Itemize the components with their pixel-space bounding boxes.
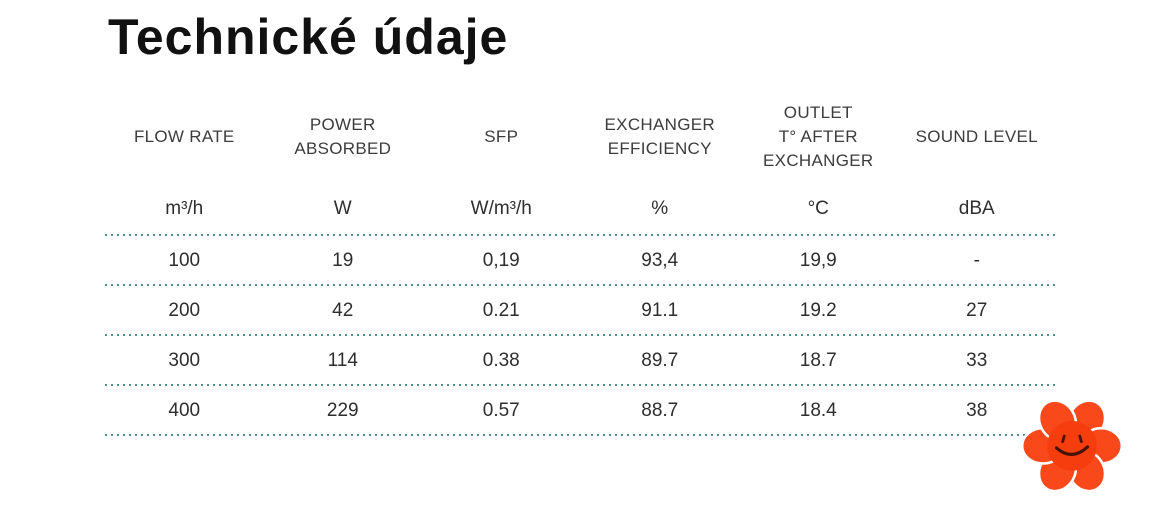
- table-cell: 200: [168, 300, 201, 321]
- table-cell: 18.4: [799, 400, 837, 421]
- unit-sound-level: dBA: [958, 198, 995, 219]
- table-cell: 88.7: [641, 400, 679, 421]
- table-cell: 0.21: [482, 300, 520, 321]
- table-cell: 114: [327, 350, 358, 371]
- column-header-sfp: SFP: [484, 127, 519, 147]
- unit-outlet-temperature: °C: [807, 198, 829, 219]
- table-cell: 19: [332, 250, 354, 271]
- table-row: 400 229 0.57 88.7 18.4 38: [105, 386, 1056, 436]
- table-cell: 19.2: [799, 300, 837, 321]
- table-row: 200 42 0.21 91.1 19.2 27: [105, 286, 1056, 336]
- column-header-flow-rate: FLOW RATE: [133, 127, 235, 147]
- unit-flow-rate: m³/h: [165, 198, 204, 219]
- page-title: Technické údaje: [108, 9, 509, 65]
- table-row: 100 19 0,19 93,4 19,9 -: [105, 236, 1056, 286]
- unit-power-absorbed: W: [333, 198, 352, 219]
- column-header-exchanger-efficiency: EXCHANGER EFFICIENCY: [604, 115, 715, 158]
- table-cell: 19,9: [799, 250, 837, 271]
- table-cell: 91.1: [641, 300, 679, 321]
- column-header-outlet-temperature: OUTLET T° AFTER EXCHANGER: [763, 103, 874, 170]
- table-cell: 18.7: [799, 350, 837, 371]
- table-units-row: m³/h W W/m³/h % °C dBA: [105, 182, 1056, 236]
- table-cell: 38: [966, 400, 988, 421]
- column-header-power-absorbed: POWER ABSORBED: [294, 115, 392, 158]
- table-cell: 89.7: [641, 350, 679, 371]
- unit-exchanger-efficiency: %: [651, 198, 669, 219]
- table-cell: -: [973, 250, 980, 271]
- unit-sfp: W/m³/h: [470, 198, 532, 219]
- table-cell: 0.57: [482, 400, 520, 421]
- table-cell: 93,4: [641, 250, 679, 271]
- table-header-row: FLOW RATE POWER ABSORBED SFP EXCHANGER E…: [105, 92, 1056, 182]
- table-cell: 0.38: [482, 350, 520, 371]
- table-cell: 0,19: [482, 250, 520, 271]
- table-cell: 42: [332, 300, 354, 321]
- technical-data-table: FLOW RATE POWER ABSORBED SFP EXCHANGER E…: [105, 92, 1056, 436]
- table-cell: 100: [168, 250, 201, 271]
- table-cell: 229: [326, 400, 359, 421]
- smiley-flower-icon: [1020, 399, 1124, 493]
- table-cell: 27: [966, 300, 988, 321]
- table-row: 300 114 0.38 89.7 18.7 33: [105, 336, 1056, 386]
- table-cell: 400: [168, 400, 201, 421]
- table-cell: 300: [168, 350, 201, 371]
- column-header-sound-level: SOUND LEVEL: [915, 127, 1038, 147]
- table-cell: 33: [966, 350, 988, 371]
